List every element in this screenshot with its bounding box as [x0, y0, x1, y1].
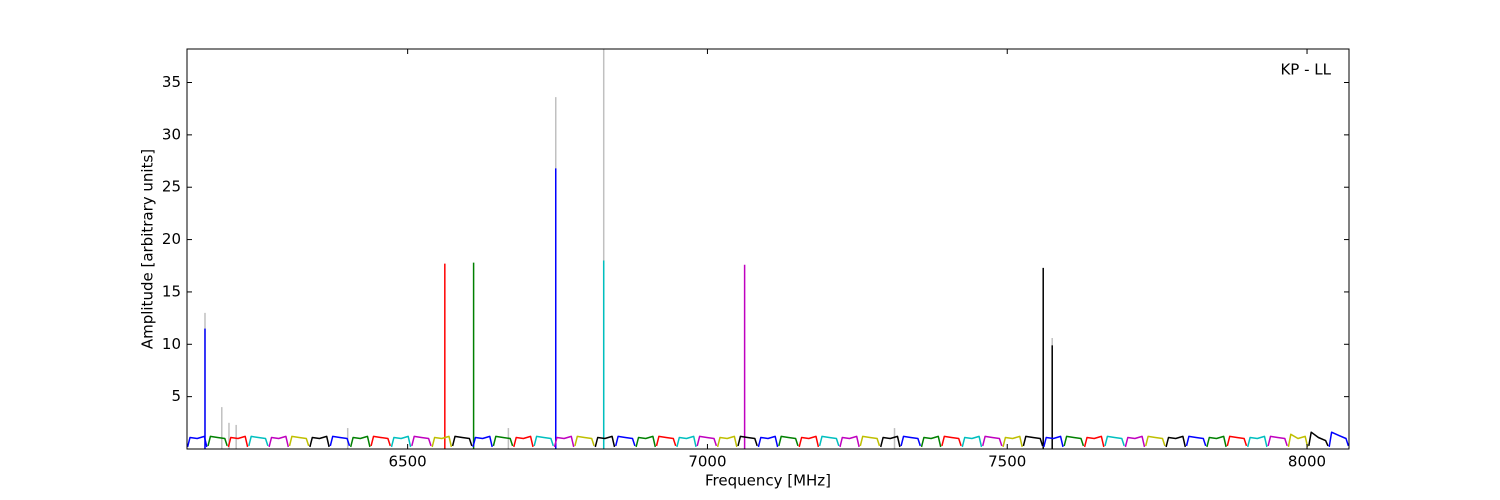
y-tick-label: 20: [162, 230, 181, 248]
series-line: [248, 435, 1268, 448]
series-line: [268, 435, 1288, 448]
x-tick-label: 7000: [688, 453, 726, 471]
y-tick-label: 10: [162, 335, 181, 353]
series-line: [207, 435, 1227, 448]
x-tick-label: 7500: [988, 453, 1026, 471]
y-tick-label: 30: [162, 125, 181, 143]
series-line: [227, 435, 1248, 448]
y-tick-label: 5: [171, 387, 181, 405]
series-line: [309, 431, 1329, 448]
series-line: [187, 431, 1349, 448]
x-axis-label: Frequency [MHz]: [705, 472, 831, 490]
annotation: KP - LL: [1280, 61, 1331, 79]
series-line: [288, 433, 1309, 448]
y-tick-label: 35: [162, 73, 181, 91]
y-tick-label: 25: [162, 178, 181, 196]
x-tick-label: 6500: [389, 453, 427, 471]
y-axis-label: Amplitude [arbitrary units]: [139, 149, 157, 349]
axes-frame: [186, 48, 1350, 450]
y-tick-label: 15: [162, 282, 181, 300]
plot-area: [187, 49, 1349, 449]
x-tick-label: 8000: [1288, 453, 1326, 471]
